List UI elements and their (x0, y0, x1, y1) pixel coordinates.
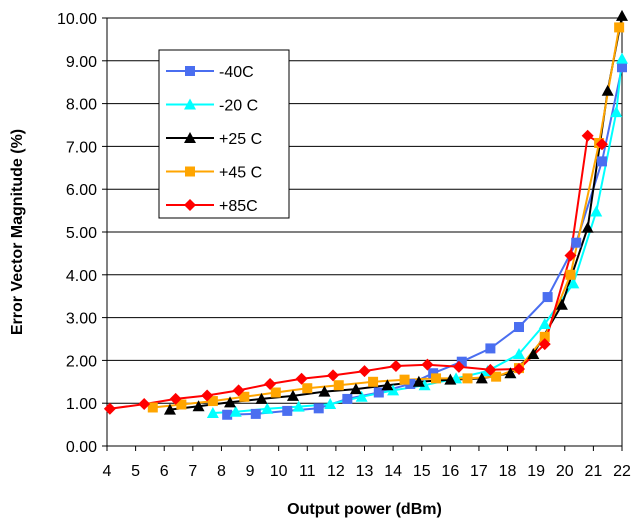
x-tick-label: 8 (217, 463, 226, 480)
y-tick-label: 0.00 (66, 439, 97, 456)
series-3-point (616, 10, 628, 21)
x-axis-ticks: 4 5 6 7 8 9 10 11 12 13 14 15 16 17 18 19 20 21 22 (103, 446, 631, 480)
series-4-point (302, 383, 312, 393)
series-4-point (334, 380, 344, 390)
x-tick-label: 22 (613, 463, 631, 480)
series-4-point (400, 375, 410, 385)
legend-label: -40C (219, 64, 254, 81)
legend-swatch-marker (185, 66, 195, 76)
y-tick-label: 7.00 (66, 139, 97, 156)
x-tick-label: 17 (470, 463, 488, 480)
series-1-point (597, 156, 607, 166)
series-4-point (566, 270, 576, 280)
series-1-point (485, 343, 495, 353)
y-tick-label: 4.00 (66, 268, 97, 285)
series-1-point (222, 410, 232, 420)
x-tick-label: 4 (103, 463, 112, 480)
x-tick-label: 5 (131, 463, 140, 480)
legend-label: +45 C (219, 165, 262, 182)
y-tick-label: 5.00 (66, 225, 97, 242)
x-tick-label: 13 (356, 463, 374, 480)
x-tick-label: 18 (499, 463, 517, 480)
series-1-point (314, 403, 324, 413)
series-1-point (514, 322, 524, 332)
series-1-point (282, 406, 292, 416)
x-tick-label: 19 (527, 463, 545, 480)
legend-swatch-marker (185, 167, 195, 177)
y-tick-label: 10.00 (57, 11, 97, 28)
x-tick-label: 14 (384, 463, 402, 480)
series-1-point (571, 238, 581, 248)
series-4-point (431, 373, 441, 383)
series-1-point (543, 292, 553, 302)
series-4-point (614, 22, 624, 32)
y-tick-label: 1.00 (66, 396, 97, 413)
x-tick-label: 7 (188, 463, 197, 480)
series-4-point (271, 388, 281, 398)
legend-label: -20 C (219, 98, 258, 115)
series-4-point (463, 373, 473, 383)
x-tick-label: 6 (160, 463, 169, 480)
x-tick-label: 10 (270, 463, 288, 480)
legend: -40C -20 C +25 C +45 C +85C (159, 50, 289, 218)
y-tick-label: 8.00 (66, 97, 97, 114)
y-tick-label: 9.00 (66, 54, 97, 71)
y-axis-ticks: 0.00 1.00 2.00 3.00 4.00 5.00 6.00 7.00 8.00 9.00… (57, 11, 107, 456)
y-axis-title: Error Vector Magnitude (%) (9, 129, 26, 335)
series-1-point (342, 394, 352, 404)
x-tick-label: 9 (246, 463, 255, 480)
y-tick-label: 6.00 (66, 182, 97, 199)
series-1-point (251, 409, 261, 419)
x-tick-label: 16 (441, 463, 459, 480)
x-tick-label: 12 (327, 463, 345, 480)
y-tick-label: 2.00 (66, 353, 97, 370)
x-tick-label: 15 (413, 463, 431, 480)
x-tick-label: 11 (299, 463, 316, 480)
y-tick-label: 3.00 (66, 311, 97, 328)
series-1-point (617, 62, 627, 72)
legend-label: +25 C (219, 131, 262, 148)
x-axis-title: Output power (dBm) (287, 501, 442, 518)
legend-label: +85C (219, 198, 258, 215)
x-tick-label: 20 (556, 463, 574, 480)
series-4-point (368, 377, 378, 387)
x-tick-label: 21 (584, 463, 602, 480)
